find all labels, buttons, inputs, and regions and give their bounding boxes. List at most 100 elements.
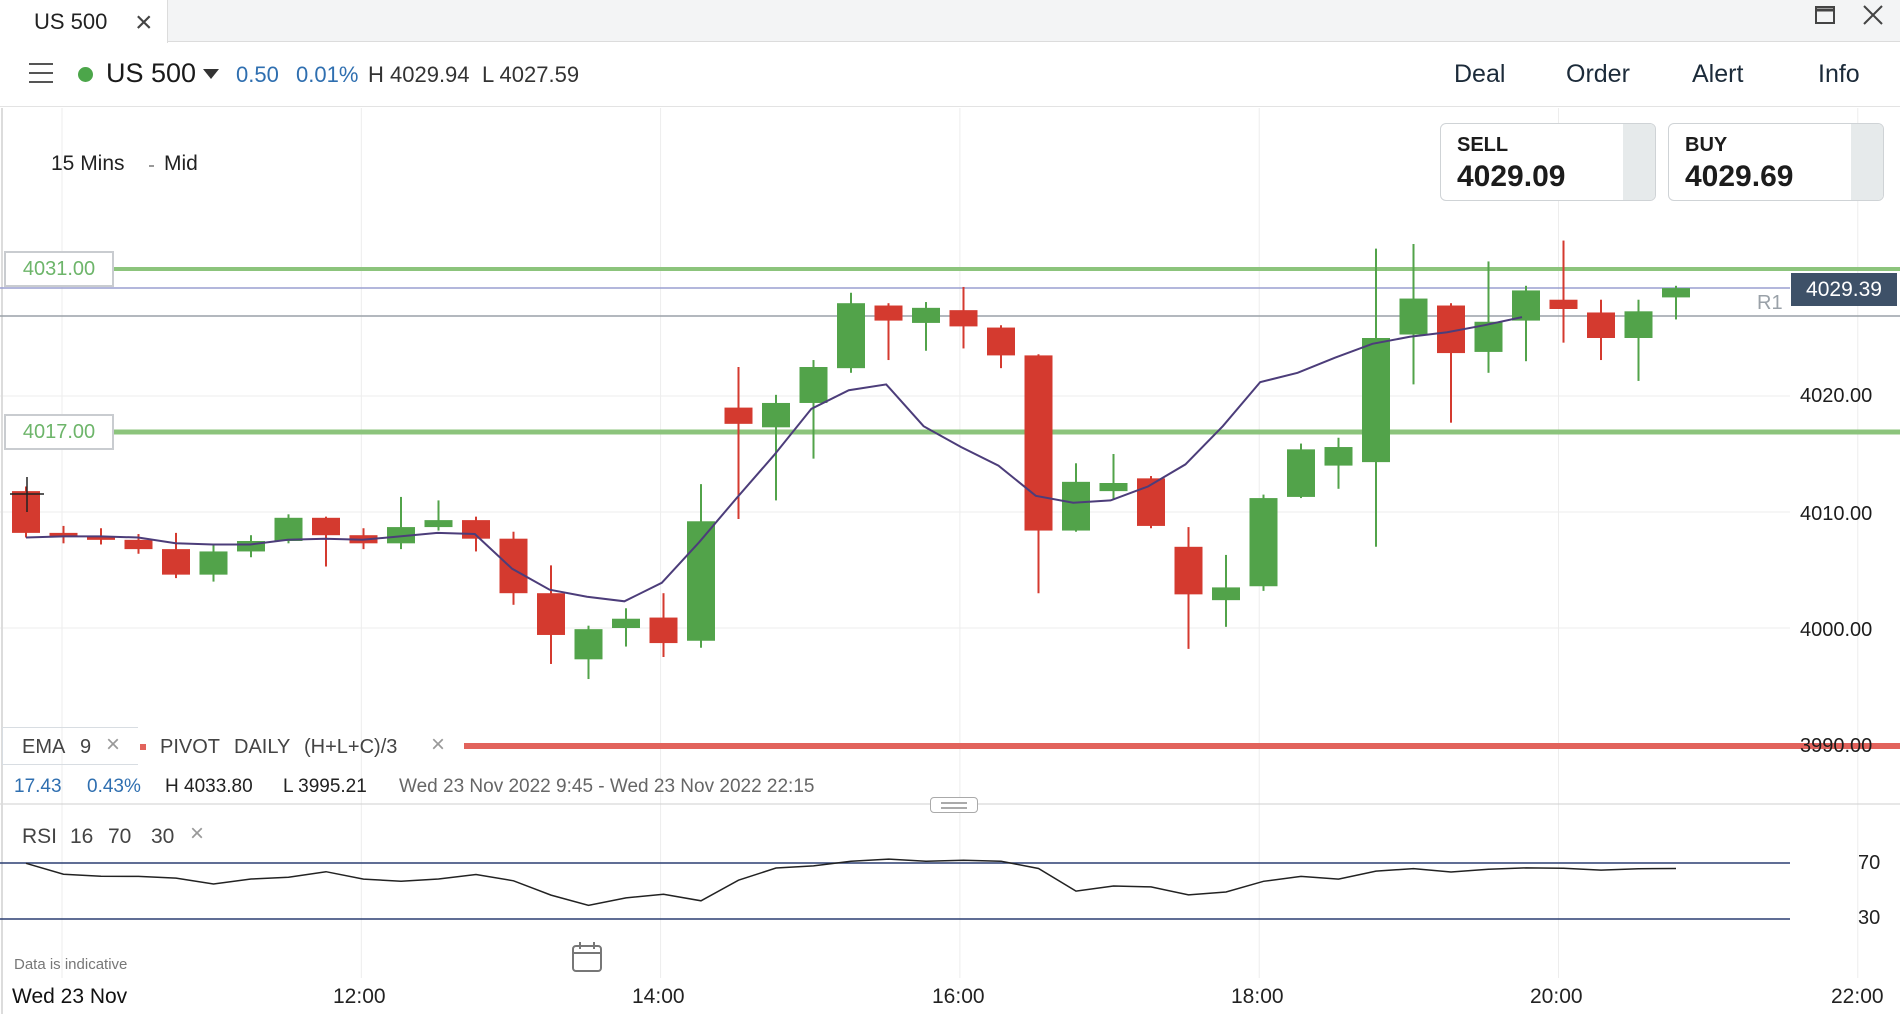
candle-body [1249, 498, 1278, 587]
buy-strip [1851, 124, 1883, 200]
menu-icon[interactable] [29, 63, 53, 85]
x-tick: 18:00 [1231, 985, 1284, 1008]
candle-body [574, 629, 603, 660]
candle-body [1587, 312, 1615, 338]
candle-body [762, 402, 790, 428]
interval-selector[interactable]: 15 Mins [51, 152, 125, 175]
rsi-tick: 70 [1858, 852, 1881, 874]
period-high: H 4033.80 [165, 776, 253, 797]
upper-level-label[interactable]: 4031.00 [4, 251, 114, 287]
candle-body [837, 303, 865, 369]
candle-body [724, 407, 753, 424]
rsi-remove-icon[interactable]: × [190, 820, 205, 847]
candle-body [1062, 481, 1090, 531]
chevron-down-icon[interactable] [203, 69, 219, 79]
period-range: Wed 23 Nov 2022 9:45 - Wed 23 Nov 2022 2… [399, 776, 815, 797]
candle-body [949, 310, 978, 327]
tab-close-icon[interactable]: × [135, 6, 153, 39]
instrument-change-pct: 0.01% [296, 62, 359, 87]
rsi-lower[interactable]: 30 [151, 825, 175, 848]
candle-body [274, 517, 303, 541]
candle-body [1324, 447, 1353, 466]
buy-price: 4029.69 [1685, 160, 1794, 193]
pivot-period[interactable]: DAILY [234, 736, 291, 758]
sell-price: 4029.09 [1457, 160, 1566, 193]
candle-body [312, 517, 340, 536]
period-low: L 3995.21 [283, 776, 367, 797]
instrument-low: L 4027.59 [482, 62, 580, 87]
ema-remove-icon[interactable]: × [106, 731, 121, 758]
candle-body [1624, 311, 1653, 338]
x-tick: 16:00 [932, 985, 985, 1008]
candle-body [1212, 587, 1240, 601]
calendar-icon[interactable] [570, 940, 604, 979]
rsi-tick: 30 [1858, 907, 1881, 929]
candle-body [1512, 290, 1540, 321]
tab-us-500[interactable]: US 500 × [0, 0, 168, 43]
pivot-name[interactable]: PIVOT [160, 736, 221, 758]
x-tick: 22:00 [1831, 985, 1884, 1008]
candle-body [124, 539, 153, 550]
candle-body [424, 520, 453, 528]
candle-body [874, 305, 903, 321]
candle-body [499, 538, 528, 594]
window-titlebar: US 500 × [0, 0, 1900, 43]
ema-line [25, 316, 1523, 603]
x-tick: 14:00 [632, 985, 685, 1008]
rsi-line [25, 858, 1677, 907]
candle-body [87, 536, 115, 540]
x-tick: 20:00 [1530, 985, 1583, 1008]
period-change-pct: 0.43% [87, 776, 141, 797]
separator [149, 165, 154, 167]
deal-button[interactable]: Deal [1454, 60, 1506, 88]
order-button[interactable]: Order [1566, 60, 1630, 88]
candle-body [49, 532, 78, 537]
close-window-icon[interactable] [1860, 2, 1886, 35]
alert-button[interactable]: Alert [1692, 60, 1744, 88]
y-tick: 4020.00 [1800, 385, 1873, 407]
current-price-tag: 4029.39 [1791, 273, 1897, 306]
instrument-change: 0.50 [236, 62, 279, 87]
candle-body [237, 541, 265, 552]
lower-level-label[interactable]: 4017.00 [4, 414, 114, 450]
rsi-upper[interactable]: 70 [108, 825, 132, 848]
y-tick: 4000.00 [1800, 619, 1873, 641]
rsi-period[interactable]: 16 [70, 825, 94, 848]
candle-body [987, 327, 1015, 356]
ema-legend-box [2, 727, 138, 765]
y-tick: 4010.00 [1800, 503, 1873, 525]
instrument-high: H 4029.94 [368, 62, 470, 87]
market-status-icon [78, 67, 93, 82]
candle-body [912, 307, 940, 323]
pivot-color-icon [140, 744, 146, 750]
candle-body [1399, 298, 1428, 335]
pivot-formula[interactable]: (H+L+C)/3 [304, 736, 398, 758]
candle-body [537, 593, 565, 635]
sell-strip [1623, 124, 1655, 200]
candle-body [1662, 288, 1690, 298]
sell-label: SELL [1457, 134, 1509, 156]
chart-date-label: Wed 23 Nov [12, 985, 128, 1008]
ema-period[interactable]: 9 [80, 736, 92, 758]
crosshair-cursor [10, 477, 44, 512]
candle-body [1287, 449, 1315, 497]
candle-body [1549, 299, 1578, 309]
candle-body [799, 367, 828, 403]
price-type-selector[interactable]: Mid [164, 152, 198, 175]
rsi-name[interactable]: RSI [22, 825, 58, 848]
maximize-icon[interactable] [1812, 2, 1838, 35]
info-button[interactable]: Info [1818, 60, 1860, 88]
ema-name[interactable]: EMA [22, 736, 66, 758]
candle-body [1362, 338, 1390, 463]
candle-body [387, 527, 415, 544]
pivot-remove-icon[interactable]: × [431, 731, 446, 758]
period-change: 17.43 [14, 776, 62, 797]
instrument-name[interactable]: US 500 [106, 58, 197, 88]
candle-body [1174, 546, 1203, 595]
instrument-toolbar: US 500 0.50 0.01% H 4029.94 L 4027.59 De… [0, 43, 1900, 107]
buy-button[interactable]: BUY 4029.69 [1668, 123, 1884, 201]
sell-button[interactable]: SELL 4029.09 [1440, 123, 1656, 201]
pane-splitter-handle[interactable] [930, 797, 978, 813]
y-tick: 3990.00 [1800, 735, 1873, 757]
